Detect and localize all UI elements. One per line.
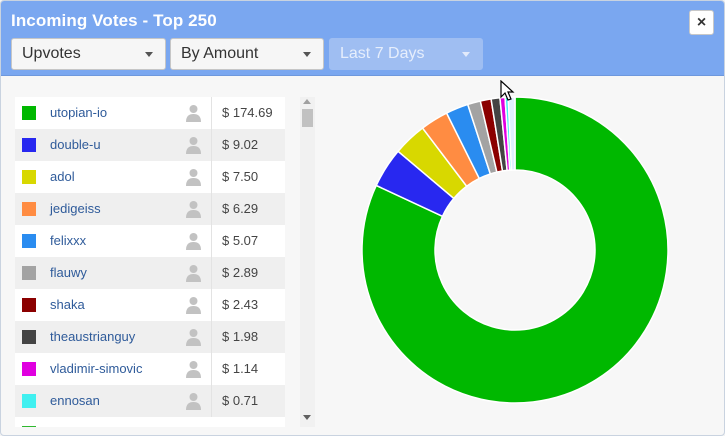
panel-header: Incoming Votes - Top 250 × Upvotes By Am… [1, 1, 724, 76]
user-profile-icon[interactable] [185, 168, 202, 186]
user-profile-icon[interactable] [185, 392, 202, 410]
color-swatch [22, 202, 36, 216]
user-profile-icon[interactable] [185, 200, 202, 218]
donut-slice-utopian-io[interactable] [361, 96, 669, 404]
vote-row[interactable]: vladimir-simovic $ 1.14 [15, 353, 285, 385]
vote-amount: $ 7.50 [222, 169, 259, 184]
color-swatch [22, 298, 36, 312]
vote-amount: $ 5.07 [222, 233, 259, 248]
voter-name-link[interactable]: shaka [50, 297, 85, 312]
column-divider [211, 161, 212, 193]
vote-row[interactable]: adol $ 7.50 [15, 161, 285, 193]
votes-donut-chart[interactable] [331, 87, 711, 427]
vote-row[interactable]: flauwy $ 2.89 [15, 257, 285, 289]
chevron-down-icon [145, 52, 153, 57]
sort-by-value: By Amount [181, 45, 259, 62]
vote-type-dropdown[interactable]: Upvotes [11, 38, 166, 70]
vote-row[interactable]: felixxx $ 5.07 [15, 225, 285, 257]
color-swatch [22, 330, 36, 344]
list-scrollbar[interactable] [300, 97, 315, 427]
vote-row[interactable]: jedigeiss $ 6.29 [15, 193, 285, 225]
vote-amount: $ 174.69 [222, 105, 273, 120]
vote-amount: $ 1.98 [222, 329, 259, 344]
voter-name-link[interactable]: vladimir-simovic [50, 361, 143, 376]
column-divider [211, 225, 212, 257]
donut-hole [436, 171, 594, 329]
color-swatch [22, 106, 36, 120]
panel-title: Incoming Votes - Top 250 [11, 11, 217, 30]
column-divider [211, 129, 212, 161]
column-divider [211, 257, 212, 289]
close-button[interactable]: × [689, 10, 714, 35]
column-divider [211, 321, 212, 353]
voter-name-link[interactable]: flauwy [50, 265, 87, 280]
color-swatch [22, 234, 36, 248]
user-profile-icon[interactable] [185, 136, 202, 154]
column-divider [211, 193, 212, 225]
period-value: Last 7 Days [340, 45, 425, 62]
voter-name-link[interactable]: felixxx [50, 233, 87, 248]
chevron-down-icon [462, 52, 470, 57]
vote-amount: $ 2.43 [222, 297, 259, 312]
user-profile-icon[interactable] [185, 296, 202, 314]
column-divider [211, 289, 212, 321]
voter-name-link[interactable]: theaustrianguy [50, 329, 136, 344]
vote-amount: $ 0.71 [222, 393, 259, 408]
voter-name-link[interactable]: adol [50, 169, 75, 184]
user-profile-icon[interactable] [185, 264, 202, 282]
vote-row[interactable]: double-u $ 9.02 [15, 129, 285, 161]
voter-name-link[interactable]: double-u [50, 137, 101, 152]
scroll-thumb[interactable] [302, 109, 313, 127]
vote-list[interactable]: utopian-io $ 174.69 double-u $ 9.02 adol $ 7.… [15, 97, 285, 427]
user-profile-icon[interactable] [185, 104, 202, 122]
user-profile-icon[interactable] [185, 328, 202, 346]
mouse-cursor-icon [500, 80, 515, 101]
scroll-up-arrow-icon[interactable] [303, 99, 311, 104]
vote-amount: $ 2.89 [222, 265, 259, 280]
color-swatch [22, 394, 36, 408]
color-swatch [22, 362, 36, 376]
vote-row[interactable]: shaka $ 2.43 [15, 289, 285, 321]
sort-by-dropdown[interactable]: By Amount [170, 38, 324, 70]
vote-amount: $ 1.14 [222, 361, 259, 376]
voter-name-link[interactable]: ennosan [50, 393, 100, 408]
user-profile-icon[interactable] [185, 232, 202, 250]
voter-name-link[interactable]: utopian-io [50, 105, 108, 120]
vote-row[interactable]: theaustrianguy $ 1.98 [15, 321, 285, 353]
column-divider [211, 353, 212, 385]
color-swatch [22, 170, 36, 184]
column-divider [211, 97, 212, 129]
voter-name-link[interactable]: jedigeiss [50, 201, 101, 216]
vote-row[interactable]: utopian-io $ 174.69 [15, 97, 285, 129]
vote-row[interactable]: ennosan $ 0.71 [15, 385, 285, 417]
scroll-down-arrow-icon[interactable] [303, 415, 311, 420]
color-swatch [22, 266, 36, 280]
user-profile-icon[interactable] [185, 360, 202, 378]
vote-amount: $ 9.02 [222, 137, 259, 152]
vote-amount: $ 6.29 [222, 201, 259, 216]
column-divider [211, 385, 212, 417]
color-swatch [22, 426, 36, 427]
color-swatch [22, 138, 36, 152]
vote-type-value: Upvotes [22, 45, 81, 62]
chevron-down-icon [303, 52, 311, 57]
vote-row[interactable] [15, 417, 285, 427]
period-dropdown: Last 7 Days [329, 38, 483, 70]
